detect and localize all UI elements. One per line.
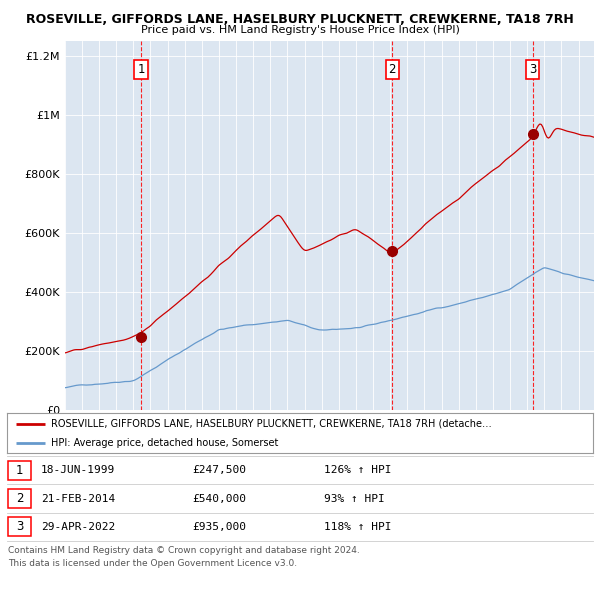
Text: 1: 1 (137, 63, 145, 76)
Text: 126% ↑ HPI: 126% ↑ HPI (324, 466, 392, 475)
Text: £540,000: £540,000 (192, 494, 246, 503)
Text: 29-APR-2022: 29-APR-2022 (41, 522, 115, 532)
Text: ROSEVILLE, GIFFORDS LANE, HASELBURY PLUCKNETT, CREWKERNE, TA18 7RH: ROSEVILLE, GIFFORDS LANE, HASELBURY PLUC… (26, 13, 574, 26)
Text: 18-JUN-1999: 18-JUN-1999 (41, 466, 115, 475)
Text: 21-FEB-2014: 21-FEB-2014 (41, 494, 115, 503)
Text: 118% ↑ HPI: 118% ↑ HPI (324, 522, 392, 532)
Text: 2: 2 (16, 492, 23, 505)
Text: £935,000: £935,000 (192, 522, 246, 532)
Text: HPI: Average price, detached house, Somerset: HPI: Average price, detached house, Some… (51, 438, 278, 448)
Text: 93% ↑ HPI: 93% ↑ HPI (324, 494, 385, 503)
Text: 3: 3 (16, 520, 23, 533)
Text: 2: 2 (389, 63, 396, 76)
Text: This data is licensed under the Open Government Licence v3.0.: This data is licensed under the Open Gov… (8, 559, 298, 568)
Text: ROSEVILLE, GIFFORDS LANE, HASELBURY PLUCKNETT, CREWKERNE, TA18 7RH (detache…: ROSEVILLE, GIFFORDS LANE, HASELBURY PLUC… (51, 419, 492, 429)
Text: Price paid vs. HM Land Registry's House Price Index (HPI): Price paid vs. HM Land Registry's House … (140, 25, 460, 35)
Text: 1: 1 (16, 464, 23, 477)
Text: Contains HM Land Registry data © Crown copyright and database right 2024.: Contains HM Land Registry data © Crown c… (8, 546, 360, 555)
Text: £247,500: £247,500 (192, 466, 246, 475)
Text: 3: 3 (529, 63, 536, 76)
